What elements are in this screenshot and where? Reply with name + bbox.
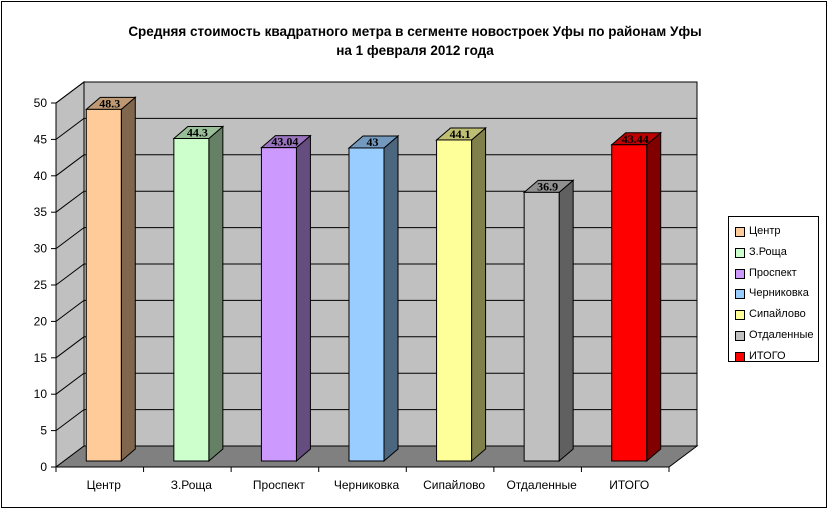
- data-label: 44.3: [187, 125, 208, 139]
- bar-front: [348, 147, 385, 462]
- legend-item: Отдаленные: [729, 325, 818, 346]
- chart-title: Средняя стоимость квадратного метра в се…: [2, 22, 828, 60]
- y-tick-label: 30: [34, 242, 48, 256]
- y-tick-label: 20: [34, 314, 48, 328]
- data-label: 36.9: [537, 179, 558, 193]
- bar-side: [295, 134, 311, 463]
- y-tick-label: 15: [34, 351, 48, 365]
- legend-item: Черниковка: [729, 283, 818, 304]
- bar-side: [558, 179, 574, 463]
- bar-side: [120, 96, 136, 463]
- gridline: [55, 227, 697, 250]
- y-tick-label: 5: [40, 424, 47, 438]
- data-label: 43.04: [271, 135, 298, 149]
- gridline: [55, 81, 697, 104]
- legend-item: З.Роща: [729, 242, 818, 263]
- legend: Центр З.Роща Проспект Черниковка Сипайлово От…: [728, 216, 819, 362]
- gridline: [55, 154, 697, 177]
- bars: [84, 96, 663, 463]
- bar-2: [172, 125, 225, 463]
- bar-side: [383, 134, 399, 463]
- bar-front: [523, 191, 560, 462]
- x-tick-label: Черниковка: [334, 478, 400, 492]
- legend-item: Центр: [729, 221, 818, 242]
- gridline: [55, 190, 697, 213]
- x-tick-label: Центр: [87, 478, 122, 492]
- bar-7: [610, 131, 663, 463]
- legend-swatch: [735, 247, 745, 258]
- bar-side: [208, 125, 224, 463]
- legend-swatch: [735, 227, 745, 237]
- gridline: [55, 263, 697, 286]
- legend-item: ИТОГО: [729, 346, 818, 367]
- legend-item: Сипайлово: [729, 304, 818, 325]
- data-label: 43.44: [622, 132, 649, 146]
- legend-label: З.Роща: [749, 245, 787, 258]
- legend-label: Проспект: [749, 266, 797, 279]
- bar-side: [646, 131, 662, 463]
- y-tick-label: 35: [34, 205, 48, 219]
- x-tick-label: Отдаленные: [506, 478, 577, 492]
- legend-swatch: [735, 268, 745, 279]
- legend-label: ИТОГО: [749, 349, 786, 362]
- bar-6: [522, 179, 575, 463]
- bar-3: [260, 134, 312, 463]
- bar-front: [611, 144, 648, 462]
- gridlines: [55, 81, 697, 432]
- legend-swatch: [735, 351, 745, 362]
- y-tick-label: 45: [34, 132, 48, 146]
- legend-item: Проспект: [729, 263, 818, 284]
- bar-4: [347, 134, 400, 463]
- y-tick-label: 40: [34, 169, 48, 183]
- legend-swatch: [735, 310, 745, 321]
- legend-label: Сипайлово: [749, 308, 806, 321]
- data-label: 48.3: [99, 96, 120, 110]
- bar-front: [436, 139, 473, 462]
- x-tick-label: ИТОГО: [609, 478, 649, 492]
- bar-front: [85, 108, 122, 462]
- x-tick-label: Проспект: [253, 478, 306, 492]
- bar-1: [84, 96, 137, 463]
- data-label: 43: [367, 135, 379, 149]
- data-label: 44.1: [450, 127, 471, 141]
- gridline: [55, 409, 697, 432]
- gridline: [55, 117, 697, 140]
- bar-side: [471, 126, 487, 463]
- legend-label: Отдаленные: [749, 328, 814, 341]
- x-tick-label: З.Роща: [171, 478, 213, 492]
- legend-label: Центр: [749, 225, 781, 237]
- bar-front: [173, 137, 210, 462]
- gridline: [55, 372, 697, 395]
- gridline: [55, 336, 697, 359]
- legend-label: Черниковка: [749, 287, 809, 300]
- legend-swatch: [735, 330, 745, 341]
- y-tick-label: 25: [34, 278, 48, 292]
- bar-5: [435, 126, 487, 463]
- bar-front: [260, 147, 297, 462]
- labels: 0 5 10 15 20 25 30 35 40 45 50 48.3 Центр 44.3 З.Роща 4…: [34, 96, 650, 492]
- gridline: [55, 299, 697, 322]
- chart-title-line-1: Средняя стоимость квадратного метра в се…: [128, 24, 702, 39]
- chart-title-line-2: на 1 февраля 2012 года: [336, 43, 494, 58]
- legend-swatch: [735, 289, 745, 300]
- axes: [51, 102, 670, 472]
- x-tick-label: Сипайлово: [423, 478, 485, 492]
- y-tick-label: 0: [40, 460, 47, 474]
- y-tick-label: 10: [34, 387, 48, 401]
- y-tick-label: 50: [34, 96, 48, 110]
